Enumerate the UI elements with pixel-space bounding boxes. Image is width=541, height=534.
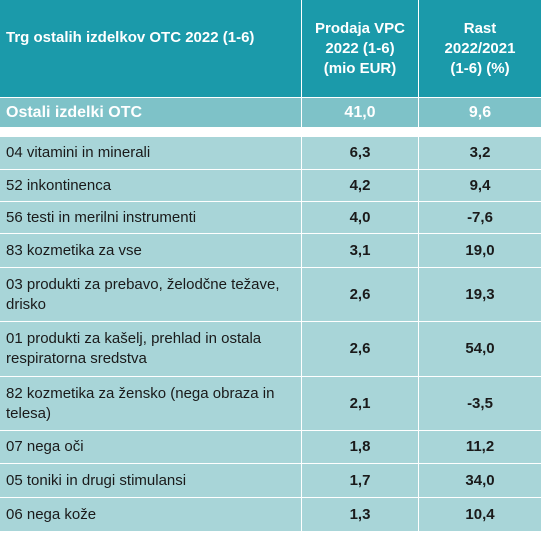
table-header: Trg ostalih izdelkov OTC 2022 (1-6) Prod… [0,0,541,97]
header-sales: Prodaja VPC 2022 (1-6) (mio EUR) [301,0,418,97]
row-label: 03 produkti za prebavo, želodčne težave,… [6,275,280,313]
table-row: 05 toniki in drugi stimulansi 1,7 34,0 [0,464,541,497]
row-sales: 2,6 [301,322,418,376]
summary-sales: 41,0 [301,98,418,127]
table-row: 04 vitamini in minerali 6,3 3,2 [0,137,541,169]
row-sales: 2,6 [301,268,418,321]
row-growth: -7,6 [418,202,541,233]
row-label: 83 kozmetika za vse [6,241,142,259]
row-growth: 34,0 [418,464,541,497]
row-growth: 9,4 [418,170,541,201]
header-market: Trg ostalih izdelkov OTC 2022 (1-6) [6,29,255,46]
row-growth: 19,3 [418,268,541,321]
row-sales: 2,1 [301,377,418,430]
row-sales: 1,3 [301,498,418,531]
summary-row: Ostali izdelki OTC 41,0 9,6 [0,98,541,127]
row-growth: 54,0 [418,322,541,376]
row-label: 04 vitamini in minerali [6,144,151,161]
summary-label: Ostali izdelki OTC [6,103,143,121]
row-growth: 19,0 [418,234,541,267]
row-label: 52 inkontinenca [6,176,112,194]
row-growth: 3,2 [418,137,541,169]
row-sales: 3,1 [301,234,418,267]
header-growth: Rast 2022/2021 (1-6) (%) [418,0,541,97]
table-row: 06 nega kože 1,3 10,4 [0,498,541,531]
row-growth: -3,5 [418,377,541,430]
table-row: 82 kozmetika za žensko (nega obraza in t… [0,377,541,430]
row-label: 07 nega oči [6,438,84,455]
row-sales: 6,3 [301,137,418,169]
table-row: 56 testi in merilni instrumenti 4,0 -7,6 [0,202,541,233]
row-sales: 4,0 [301,202,418,233]
summary-growth: 9,6 [418,98,541,127]
row-sales: 4,2 [301,170,418,201]
row-label: 06 nega kože [6,505,97,523]
row-sales: 1,7 [301,464,418,497]
table-row: 07 nega oči 1,8 11,2 [0,431,541,463]
table-row: 83 kozmetika za vse 3,1 19,0 [0,234,541,267]
spacer-row [0,127,541,137]
table-row: 52 inkontinenca 4,2 9,4 [0,170,541,201]
table-row: 01 produkti za kašelj, prehlad in ostala… [0,322,541,376]
row-growth: 11,2 [418,431,541,463]
row-label: 82 kozmetika za žensko (nega obraza in t… [6,384,275,422]
table-row: 03 produkti za prebavo, želodčne težave,… [0,268,541,321]
row-label: 56 testi in merilni instrumenti [6,208,197,226]
row-label: 01 produkti za kašelj, prehlad in ostala… [6,330,262,367]
row-growth: 10,4 [418,498,541,531]
row-label: 05 toniki in drugi stimulansi [6,471,187,489]
row-sales: 1,8 [301,431,418,463]
